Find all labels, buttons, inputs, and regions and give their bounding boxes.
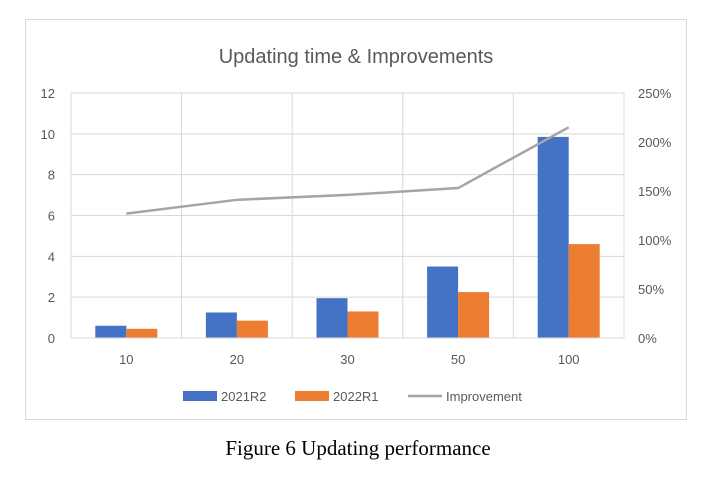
y-right-tick-label: 0% [638,331,657,346]
y-left-tick-label: 8 [48,168,55,183]
y-left-tick-label: 12 [41,86,55,101]
y-right-tick-label: 250% [638,86,672,101]
legend-item-2022R1: 2022R1 [295,389,379,404]
axes: 0 2 4 6 8 10 12 0% 50% 100% 150% 200% 250% 10 20 30 50 10… [41,86,672,367]
bar-2021R2-10 [95,325,127,338]
chart-title: Updating time & Improvements [219,46,494,68]
y-left-tick-label: 6 [48,209,55,224]
bar-2022R1-20 [236,320,268,338]
legend-label: 2022R1 [333,389,379,404]
y-right-tick-label: 200% [638,135,672,150]
legend-label: Improvement [446,389,522,404]
y-left-tick-label: 4 [48,249,55,264]
y-left-tick-label: 10 [41,127,55,142]
bar-2021R2-30 [316,298,348,338]
bar-2022R1-100 [568,244,600,338]
legend-swatch [295,391,329,401]
y-left-tick-label: 2 [48,290,55,305]
legend: 2021R2 2022R1 Improvement [183,389,522,404]
x-tick-label: 10 [119,352,133,367]
y-right-tick-label: 100% [638,233,672,248]
y-right-tick-label: 50% [638,282,664,297]
x-tick-label: 30 [340,352,354,367]
bar-2022R1-30 [347,311,379,338]
y-right-tick-label: 150% [638,184,672,199]
figure-caption: Figure 6 Updating performance [225,436,491,460]
x-tick-label: 20 [230,352,244,367]
y-left-tick-label: 0 [48,331,55,346]
x-tick-label: 50 [451,352,465,367]
bar-2021R2-100 [537,136,569,338]
line-series [126,126,570,215]
legend-item-Improvement: Improvement [408,389,522,404]
legend-swatch [183,391,217,401]
bar-2021R2-50 [427,266,459,338]
chart-area [25,19,687,420]
bar-2022R1-10 [126,328,158,338]
x-tick-label: 100 [558,352,580,367]
bar-2021R2-20 [205,312,237,338]
legend-label: 2021R2 [221,389,267,404]
legend-item-2021R2: 2021R2 [183,389,267,404]
line-Improvement [126,126,570,215]
bar-2022R1-50 [458,292,490,338]
bar-series [95,136,600,338]
